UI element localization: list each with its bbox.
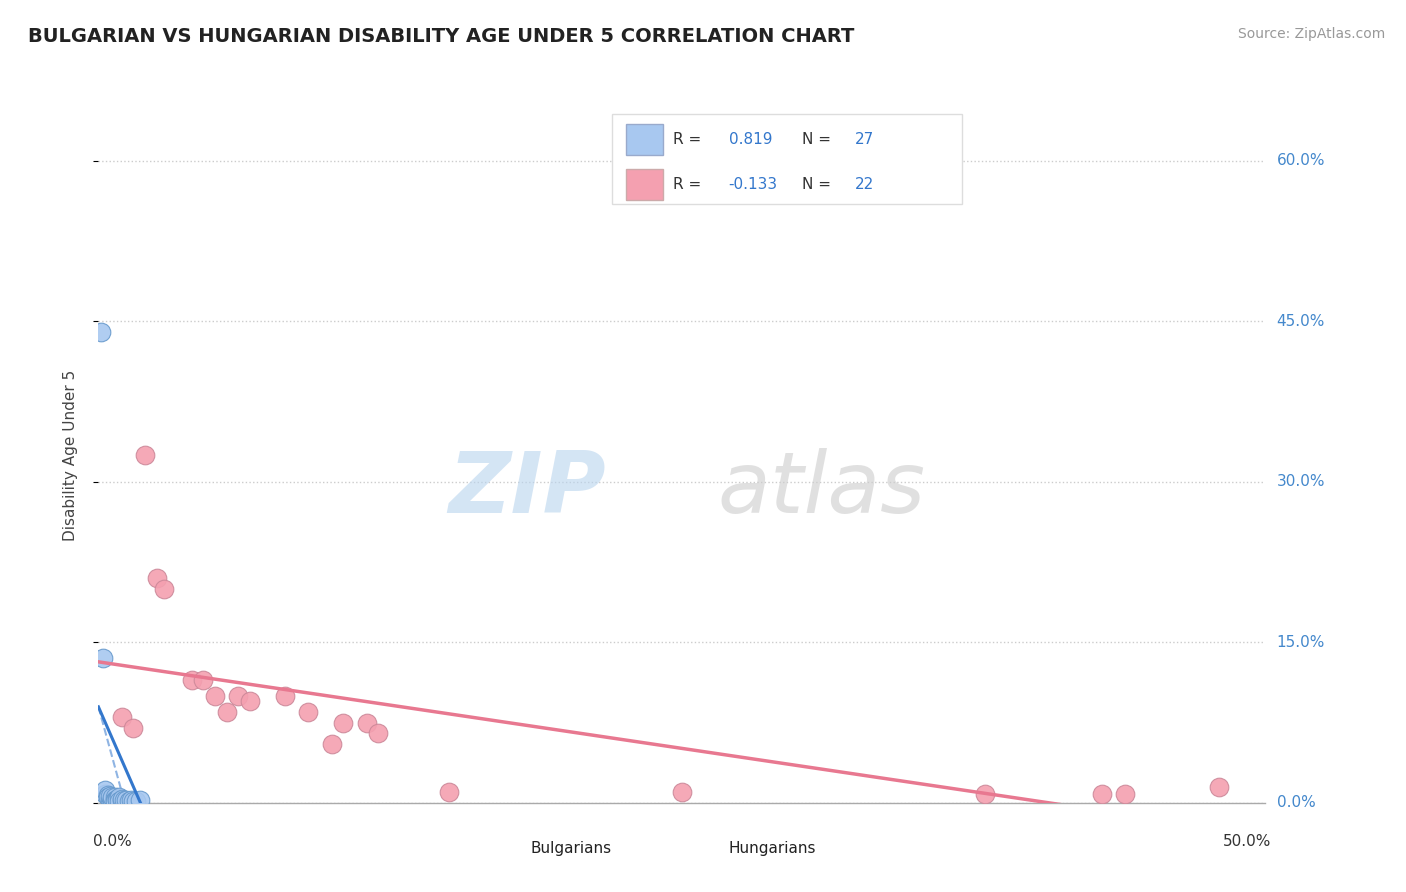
Point xyxy=(204,689,226,703)
Point xyxy=(105,791,128,805)
Text: 0.0%: 0.0% xyxy=(1277,796,1315,810)
Point xyxy=(98,789,121,804)
Point xyxy=(321,737,343,751)
Text: Hungarians: Hungarians xyxy=(728,841,815,856)
Point xyxy=(129,792,152,806)
Point xyxy=(1208,780,1230,794)
Point xyxy=(101,792,124,806)
Point xyxy=(193,673,215,687)
Text: 0.819: 0.819 xyxy=(728,132,772,147)
Point xyxy=(228,689,250,703)
Point xyxy=(111,791,134,805)
Point xyxy=(108,790,131,805)
Point xyxy=(274,689,297,703)
Text: Source: ZipAtlas.com: Source: ZipAtlas.com xyxy=(1237,27,1385,41)
Text: BULGARIAN VS HUNGARIAN DISABILITY AGE UNDER 5 CORRELATION CHART: BULGARIAN VS HUNGARIAN DISABILITY AGE UN… xyxy=(28,27,855,45)
Point xyxy=(120,792,142,806)
Text: Bulgarians: Bulgarians xyxy=(530,841,612,856)
Point xyxy=(118,794,141,808)
Point xyxy=(215,705,238,719)
Point xyxy=(101,791,124,805)
Point xyxy=(134,448,156,462)
Bar xyxy=(626,124,664,154)
Point xyxy=(94,783,117,797)
Point xyxy=(98,791,121,805)
Point xyxy=(112,792,135,806)
Point xyxy=(105,792,128,806)
Point xyxy=(122,794,145,808)
Point xyxy=(1091,787,1114,801)
Text: 45.0%: 45.0% xyxy=(1277,314,1324,328)
Point xyxy=(356,715,378,730)
Point xyxy=(125,794,148,808)
Point xyxy=(152,582,174,596)
Text: ZIP: ZIP xyxy=(449,448,606,532)
Point xyxy=(108,794,131,808)
Point xyxy=(97,790,120,805)
Point xyxy=(332,715,354,730)
Point xyxy=(115,792,138,806)
Point xyxy=(437,785,460,799)
Point xyxy=(94,787,117,801)
Text: 60.0%: 60.0% xyxy=(1277,153,1324,168)
Bar xyxy=(626,169,664,200)
Text: 50.0%: 50.0% xyxy=(1223,834,1271,849)
Point xyxy=(104,794,127,808)
Text: atlas: atlas xyxy=(718,448,927,532)
Text: N =: N = xyxy=(801,132,837,147)
Point xyxy=(101,790,124,805)
Text: 30.0%: 30.0% xyxy=(1277,475,1324,489)
Point xyxy=(90,325,112,339)
Point xyxy=(974,787,997,801)
Point xyxy=(111,792,134,806)
Text: N =: N = xyxy=(801,177,837,192)
Text: -0.133: -0.133 xyxy=(728,177,778,192)
Point xyxy=(111,710,134,724)
Text: R =: R = xyxy=(672,177,706,192)
Y-axis label: Disability Age Under 5: Disability Age Under 5 xyxy=(63,369,77,541)
Point xyxy=(297,705,319,719)
Point xyxy=(180,673,202,687)
Point xyxy=(104,792,127,806)
Bar xyxy=(682,836,720,862)
Point xyxy=(1114,787,1136,801)
Text: 0.0%: 0.0% xyxy=(93,834,131,849)
Text: 27: 27 xyxy=(855,132,875,147)
Bar xyxy=(484,836,520,862)
Point xyxy=(91,651,114,665)
Point xyxy=(97,789,120,803)
Text: 22: 22 xyxy=(855,177,875,192)
Point xyxy=(146,571,169,585)
FancyBboxPatch shape xyxy=(612,114,962,204)
Text: 15.0%: 15.0% xyxy=(1277,635,1324,649)
Point xyxy=(122,721,145,735)
Point xyxy=(239,694,262,708)
Point xyxy=(367,726,389,740)
Point xyxy=(671,785,693,799)
Point xyxy=(104,790,127,805)
Text: R =: R = xyxy=(672,132,706,147)
